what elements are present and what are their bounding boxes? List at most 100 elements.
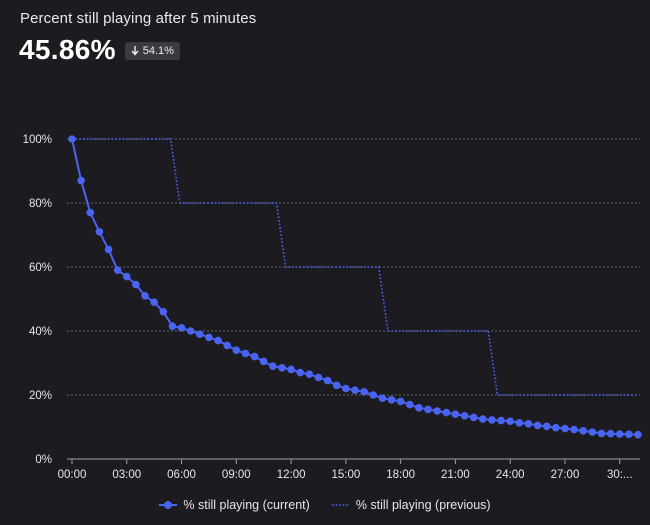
x-axis: 00:00 03:00 06:00 09:00 12:00 15:00 18:00 21:00… xyxy=(58,459,633,481)
data-point[interactable] xyxy=(497,416,505,425)
data-point[interactable] xyxy=(351,386,359,395)
data-point[interactable] xyxy=(278,364,286,372)
y-tick-label: 20% xyxy=(29,390,52,402)
data-point[interactable] xyxy=(588,428,597,436)
solid-line-marker-icon xyxy=(159,501,178,509)
data-point[interactable] xyxy=(241,349,250,358)
data-point[interactable] xyxy=(86,208,95,217)
data-point[interactable] xyxy=(113,266,122,275)
data-point[interactable] xyxy=(205,333,213,342)
y-tick-label: 100% xyxy=(23,134,52,146)
data-point[interactable] xyxy=(177,324,186,332)
data-point[interactable] xyxy=(533,421,542,430)
y-tick-label: 80% xyxy=(29,198,52,210)
delta-badge: 54.1% xyxy=(124,42,180,60)
x-tick-label: 18:00 xyxy=(386,469,415,481)
data-point[interactable] xyxy=(542,422,551,431)
data-point[interactable] xyxy=(488,416,496,424)
data-point[interactable] xyxy=(515,419,524,427)
x-tick-label: 15:00 xyxy=(331,469,360,481)
data-point[interactable] xyxy=(168,322,177,331)
series-previous-line xyxy=(72,138,638,396)
data-point[interactable] xyxy=(214,336,222,345)
data-point[interactable] xyxy=(122,272,131,281)
x-tick-label: 00:00 xyxy=(58,469,87,481)
data-point[interactable] xyxy=(269,362,277,371)
legend-label-previous: % still playing (previous) xyxy=(355,498,491,512)
metric-value: 45.86% xyxy=(19,34,116,65)
legend-item-current[interactable]: % still playing (current) xyxy=(159,498,310,512)
data-point[interactable] xyxy=(396,397,405,406)
data-point[interactable] xyxy=(415,404,423,412)
delta-value: 54.1% xyxy=(142,45,174,57)
data-point[interactable] xyxy=(323,376,332,385)
data-point[interactable] xyxy=(597,429,606,438)
data-point[interactable] xyxy=(442,408,451,417)
data-point[interactable] xyxy=(250,352,259,361)
data-point[interactable] xyxy=(196,330,204,339)
data-point[interactable] xyxy=(433,407,441,415)
data-point[interactable] xyxy=(77,176,85,185)
y-tick-label: 60% xyxy=(29,262,52,274)
x-tick-label: 09:00 xyxy=(222,469,251,481)
data-point[interactable] xyxy=(479,415,487,423)
data-point[interactable] xyxy=(287,365,295,374)
data-point[interactable] xyxy=(469,413,478,422)
data-point[interactable] xyxy=(296,368,305,377)
x-tick-label: 30:... xyxy=(607,469,633,481)
y-tick-label: 0% xyxy=(35,454,52,466)
x-tick-label: 12:00 xyxy=(277,469,306,481)
series-layer xyxy=(68,135,642,439)
data-point[interactable] xyxy=(305,370,314,379)
x-tick-label: 06:00 xyxy=(167,469,196,481)
data-point[interactable] xyxy=(524,420,533,428)
legend: % still playing (current) % still playin… xyxy=(0,498,650,512)
x-tick-label: 24:00 xyxy=(496,469,525,481)
data-point[interactable] xyxy=(552,423,560,432)
x-tick-label: 21:00 xyxy=(441,469,470,481)
data-point[interactable] xyxy=(387,396,396,404)
data-point[interactable] xyxy=(625,430,633,439)
data-point[interactable] xyxy=(186,327,195,335)
x-tick-label: 27:00 xyxy=(551,469,580,481)
data-point[interactable] xyxy=(378,394,387,403)
data-point[interactable] xyxy=(104,245,113,254)
data-point[interactable] xyxy=(570,425,578,434)
y-tick-label: 40% xyxy=(29,326,52,338)
data-point[interactable] xyxy=(369,391,378,399)
dotted-line-icon xyxy=(331,504,350,506)
data-point[interactable] xyxy=(451,410,460,419)
data-point[interactable] xyxy=(232,346,241,355)
data-point[interactable] xyxy=(606,429,615,438)
grid-layer xyxy=(67,138,640,460)
data-point[interactable] xyxy=(579,427,588,435)
data-point[interactable] xyxy=(314,373,323,382)
y-axis: 0% 20% 40% 60% 80% 100% xyxy=(23,134,52,466)
data-point[interactable] xyxy=(223,341,231,350)
data-point[interactable] xyxy=(561,424,569,433)
legend-label-current: % still playing (current) xyxy=(183,498,310,512)
data-point[interactable] xyxy=(460,412,469,420)
data-point[interactable] xyxy=(259,357,268,366)
data-point[interactable] xyxy=(634,430,642,439)
data-point[interactable] xyxy=(615,430,624,438)
data-point[interactable] xyxy=(360,388,368,396)
data-point[interactable] xyxy=(141,292,149,300)
data-point[interactable] xyxy=(150,298,158,307)
data-point[interactable] xyxy=(342,384,350,393)
chart-title: Percent still playing after 5 minutes xyxy=(20,10,257,27)
data-point[interactable] xyxy=(159,308,168,316)
data-point[interactable] xyxy=(68,135,76,143)
data-point[interactable] xyxy=(506,417,514,426)
data-point[interactable] xyxy=(95,228,104,236)
data-point[interactable] xyxy=(424,405,432,414)
data-point[interactable] xyxy=(332,381,341,390)
legend-item-previous[interactable]: % still playing (previous) xyxy=(331,498,491,512)
data-point[interactable] xyxy=(132,280,140,289)
data-point[interactable] xyxy=(405,400,414,409)
x-tick-label: 03:00 xyxy=(112,469,141,481)
metric-row: 45.86% 54.1% xyxy=(19,34,180,66)
arrow-down-icon xyxy=(131,46,139,56)
